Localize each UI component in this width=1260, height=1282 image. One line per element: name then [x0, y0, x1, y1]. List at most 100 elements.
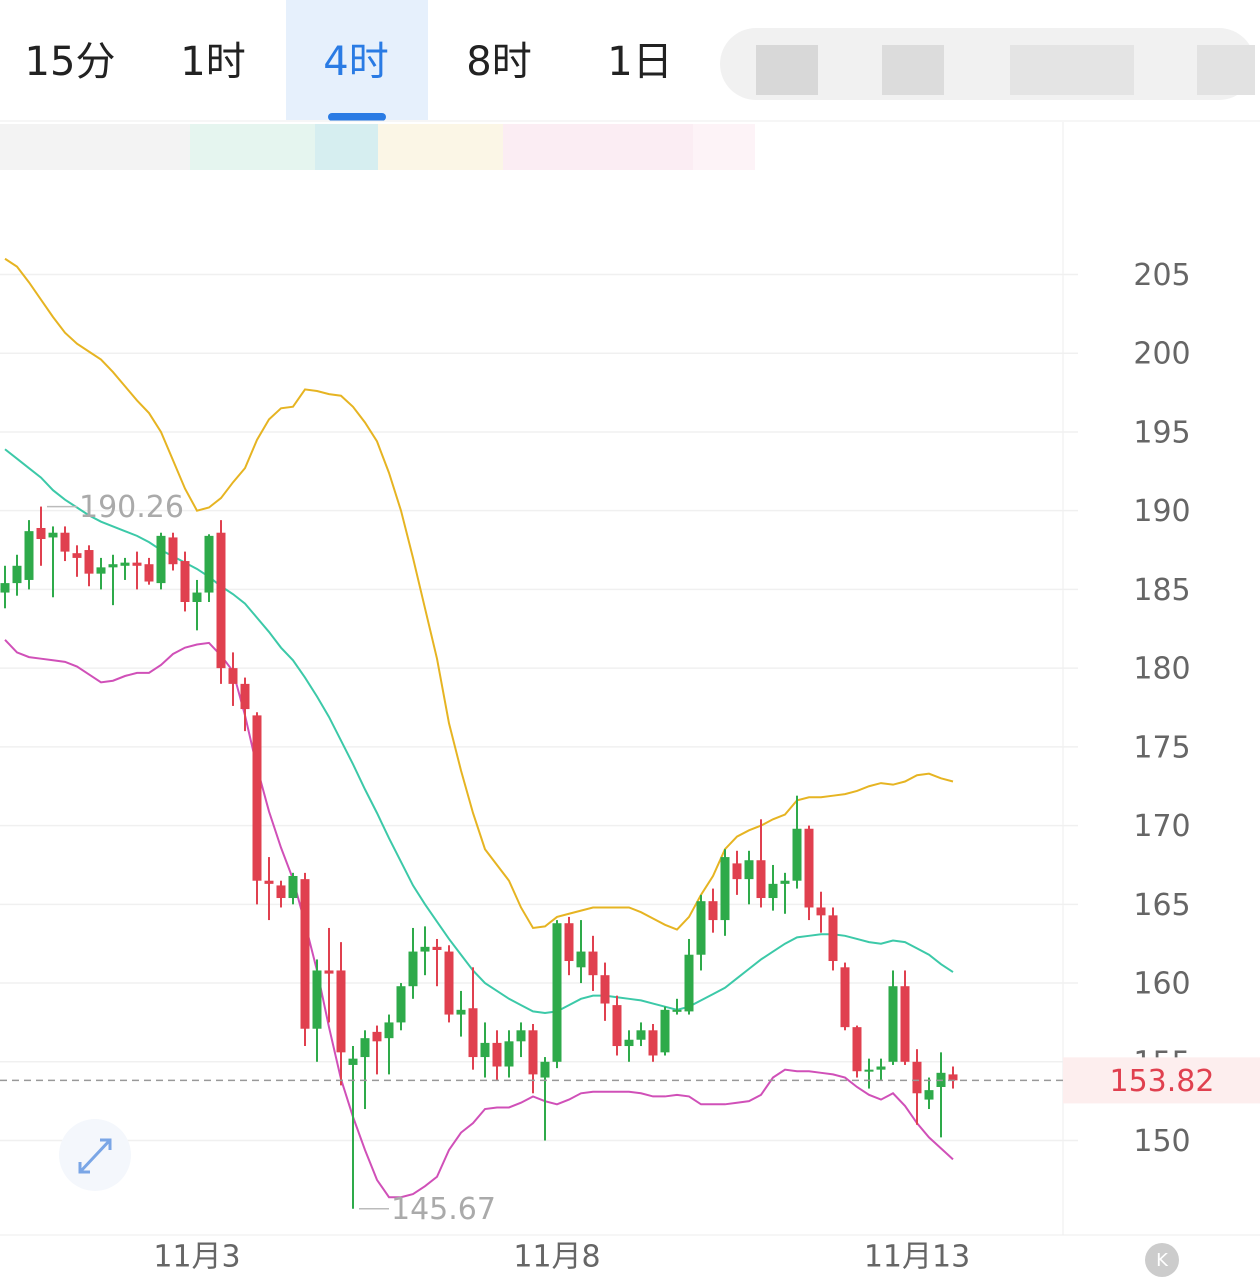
candle-body — [912, 1061, 922, 1094]
candle-body — [732, 863, 742, 880]
candle-body — [780, 880, 790, 884]
candle-body — [12, 565, 22, 584]
candle-body — [660, 1009, 670, 1053]
blurred-area — [0, 124, 190, 170]
candle-body — [480, 1042, 490, 1058]
tab-bar: 15分 1时 4时 8时 1日 — [25, 0, 673, 121]
blurred-area — [503, 124, 693, 170]
candle-body — [300, 879, 310, 1029]
candle-body — [828, 915, 838, 962]
active-tab-indicator — [328, 113, 386, 121]
candle-body — [540, 1061, 550, 1078]
last-price-label: 153.82 — [1110, 1064, 1215, 1099]
y-tick-label: 205 — [1133, 258, 1190, 293]
candle-body — [564, 923, 574, 962]
candle-body — [180, 561, 190, 602]
candle-body — [48, 532, 58, 538]
candle-body — [576, 951, 586, 968]
candle-body — [144, 564, 154, 582]
candle-body — [468, 1008, 478, 1058]
tab[interactable]: 1时 — [180, 39, 245, 85]
y-tick-label: 150 — [1133, 1124, 1190, 1159]
last-price-box — [1063, 1057, 1260, 1104]
y-tick-label: 195 — [1133, 415, 1190, 450]
candle-body — [120, 562, 130, 566]
tab[interactable]: 1日 — [607, 39, 672, 85]
candle-body — [396, 986, 406, 1023]
extreme-label: 190.26 — [79, 490, 184, 525]
y-tick-label: 190 — [1133, 494, 1190, 529]
tab[interactable]: 15分 — [25, 39, 116, 85]
candle-body — [264, 880, 274, 884]
candle-body — [684, 954, 694, 1012]
candle-body — [276, 885, 286, 899]
tab[interactable]: 8时 — [466, 39, 531, 85]
candle-body — [900, 986, 910, 1062]
candle-body — [132, 562, 142, 566]
candle-body — [360, 1038, 370, 1058]
candle-body — [420, 946, 430, 952]
y-tick-label: 180 — [1133, 652, 1190, 687]
blurred-area — [693, 124, 755, 170]
candle-body — [612, 1005, 622, 1047]
candle-body — [408, 951, 418, 987]
candle-body — [516, 1030, 526, 1042]
candle-body — [708, 901, 718, 921]
candle-body — [240, 683, 250, 710]
candle-body — [384, 1022, 394, 1039]
candle-body — [888, 986, 898, 1062]
candle-body — [156, 535, 166, 584]
tab[interactable]: 4时 — [323, 39, 388, 85]
candle-body — [768, 883, 778, 899]
candle-body — [552, 923, 562, 1062]
candle-body — [492, 1042, 502, 1067]
band-line — [4, 639, 954, 1199]
candle-body — [252, 715, 262, 881]
candle-body — [204, 535, 214, 593]
plot: 15015516016517017518018519019520020511月3… — [0, 257, 1260, 1275]
candle-body — [0, 583, 10, 593]
x-tick-label: 11月3 — [153, 1240, 240, 1275]
candle-body — [588, 951, 598, 976]
candle-body — [816, 907, 826, 916]
y-tick-label: 160 — [1133, 967, 1190, 1002]
candle-body — [84, 550, 94, 574]
candle-body — [876, 1066, 886, 1070]
candle-body — [648, 1030, 658, 1056]
candle-body — [72, 553, 82, 558]
candle-body — [456, 1009, 466, 1015]
candle-body — [60, 532, 70, 552]
blurred-area — [315, 124, 378, 170]
candle-body — [24, 531, 34, 580]
k-icon: K — [1156, 1250, 1169, 1271]
candle-body — [504, 1041, 514, 1067]
blurred-area — [1197, 45, 1255, 95]
active-tab-bg — [286, 0, 428, 120]
candle-body — [840, 967, 850, 1028]
candle-body — [168, 537, 178, 565]
k-button[interactable] — [1145, 1243, 1179, 1277]
blurred-area — [378, 124, 503, 170]
candle-body — [348, 1058, 358, 1065]
blurred-area — [1010, 45, 1134, 95]
x-tick-label: 11月13 — [864, 1240, 970, 1275]
candle-body — [312, 970, 322, 1029]
candle-body — [744, 860, 754, 880]
candle-body — [216, 532, 226, 669]
extreme-label: 145.67 — [391, 1192, 496, 1227]
y-tick-label: 200 — [1133, 337, 1190, 372]
candle-body — [444, 951, 454, 1015]
blurred-area — [190, 124, 315, 170]
candle-body — [192, 592, 202, 602]
candle-body — [600, 975, 610, 1004]
blurred-strip — [0, 124, 755, 170]
expand-icon — [78, 1138, 112, 1174]
candle-body — [624, 1039, 634, 1047]
candle-body — [696, 901, 706, 955]
candle-body — [108, 564, 118, 568]
x-tick-label: 11月8 — [513, 1240, 600, 1275]
y-tick-label: 175 — [1133, 730, 1190, 765]
candle-body — [864, 1069, 874, 1072]
candle-body — [792, 828, 802, 881]
blurred-area — [756, 45, 818, 95]
